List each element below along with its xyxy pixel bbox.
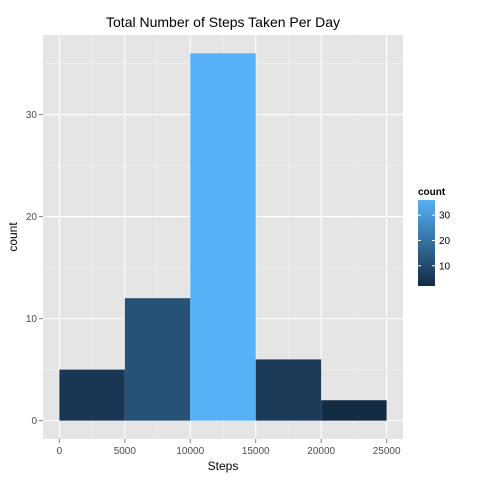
legend: count 10 20 30: [418, 187, 451, 286]
histogram-bar: [190, 53, 256, 421]
legend-tick-label: 30: [439, 211, 451, 222]
legend-title: count: [418, 187, 446, 198]
x-tick-label: 20000: [307, 446, 335, 457]
legend-tick-label: 20: [439, 236, 451, 247]
histogram-bar: [59, 369, 125, 421]
x-tick-label: 15000: [242, 446, 270, 457]
y-axis: 0 10 20 30: [26, 110, 43, 427]
legend-tick-label: 10: [439, 261, 451, 272]
x-tick-label: 0: [57, 446, 63, 457]
x-tick-label: 10000: [176, 446, 204, 457]
x-tick-label: 5000: [114, 446, 137, 457]
x-tick-label: 25000: [373, 446, 401, 457]
x-axis-title: Steps: [208, 459, 239, 473]
chart-title: Total Number of Steps Taken Per Day: [106, 14, 340, 30]
legend-colorbar: [418, 200, 435, 286]
bars: [59, 53, 387, 421]
x-axis: 0 5000 10000 15000 20000 25000: [57, 439, 401, 457]
y-axis-title: count: [6, 222, 20, 252]
legend-ticks: 10 20 30: [418, 211, 451, 272]
histogram-bar: [255, 359, 322, 421]
y-tick-label: 10: [26, 314, 38, 325]
y-tick-label: 0: [31, 416, 37, 427]
histogram-bar: [124, 298, 191, 421]
histogram-bar: [321, 400, 387, 421]
y-tick-label: 20: [26, 212, 38, 223]
y-tick-label: 30: [26, 110, 38, 121]
